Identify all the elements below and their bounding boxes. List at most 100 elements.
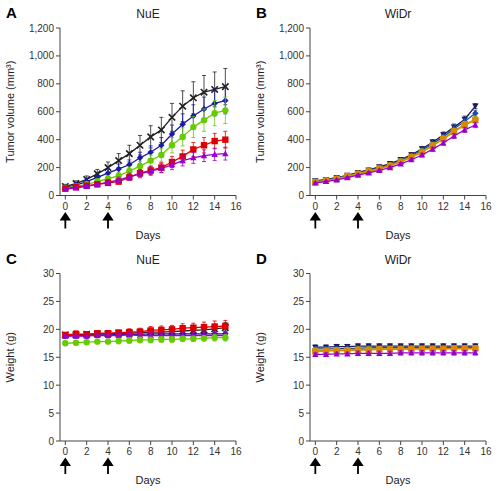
y-tick: [56, 139, 60, 140]
x-tick-label: 12: [438, 201, 450, 212]
x-tick-label: 6: [127, 446, 133, 457]
marker: [94, 332, 100, 338]
y-tick: [56, 329, 60, 330]
x-tick: [86, 196, 87, 200]
marker: [344, 351, 350, 357]
marker: [419, 152, 425, 158]
title: WiDr: [385, 253, 412, 267]
y-tick-label: 10: [293, 380, 305, 391]
marker: [169, 326, 175, 332]
x-tick: [443, 196, 444, 200]
x-axis-label: Days: [135, 229, 161, 241]
y-axis-label: Tumor volume (mm³): [4, 61, 16, 163]
marker: [169, 336, 175, 342]
y-tick: [306, 28, 310, 29]
series: [312, 110, 478, 185]
y-tick-label: 800: [287, 78, 304, 89]
marker: [461, 127, 467, 133]
marker: [115, 338, 121, 344]
marker: [169, 142, 175, 148]
marker: [126, 150, 132, 156]
series: [62, 147, 228, 192]
x-tick: [358, 441, 359, 445]
marker: [105, 332, 111, 338]
panel: CNuE0510152025300246810121416DaysWeight …: [4, 250, 242, 487]
marker: [355, 350, 361, 356]
marker: [179, 336, 185, 342]
marker: [312, 180, 318, 186]
marker: [126, 337, 132, 343]
marker: [179, 121, 185, 127]
marker: [147, 157, 153, 163]
y-tick-label: 20: [43, 324, 55, 335]
y-tick-label: 25: [43, 296, 55, 307]
series-line: [315, 120, 475, 182]
marker: [211, 138, 217, 144]
marker: [73, 333, 79, 339]
y-tick: [56, 441, 60, 442]
x-tick: [315, 441, 316, 445]
marker: [73, 185, 79, 191]
y-tick: [56, 413, 60, 414]
series: [312, 122, 478, 186]
title: NuE: [136, 253, 159, 267]
marker: [73, 183, 79, 189]
marker: [190, 336, 196, 342]
y-tick-label: 20: [293, 324, 305, 335]
y-tick: [56, 28, 60, 29]
y-tick-label: 0: [48, 436, 54, 447]
marker: [147, 134, 153, 140]
marker: [190, 324, 196, 330]
series-line: [65, 154, 225, 190]
panel: ANuE02004006008001,0001,2000246810121416…: [4, 4, 242, 241]
marker: [190, 155, 196, 161]
marker: [105, 338, 111, 344]
injection-arrow: [311, 459, 319, 474]
y-tick: [306, 413, 310, 414]
marker: [211, 151, 217, 157]
x-tick-label: 2: [84, 201, 90, 212]
y-tick-label: 0: [48, 190, 54, 201]
title: NuE: [136, 7, 159, 21]
marker: [387, 350, 393, 356]
x-tick-label: 4: [105, 201, 111, 212]
y-tick-label: 5: [298, 408, 304, 419]
marker: [115, 332, 121, 338]
x-tick: [172, 196, 173, 200]
x-tick: [65, 196, 66, 200]
x-tick-label: 2: [334, 446, 340, 457]
y-tick: [306, 83, 310, 84]
marker: [137, 142, 143, 148]
plot-area: [312, 344, 478, 357]
marker: [94, 181, 100, 187]
x-tick-label: 8: [398, 446, 404, 457]
y-tick-label: 10: [43, 380, 55, 391]
marker: [201, 117, 207, 123]
x-tick: [315, 196, 316, 200]
marker: [126, 173, 132, 179]
y-tick: [56, 301, 60, 302]
x-tick: [236, 441, 237, 445]
marker: [440, 140, 446, 146]
y-tick-label: 1,200: [29, 23, 54, 34]
plot-area: [312, 104, 478, 186]
y-tick-label: 15: [43, 352, 55, 363]
series: [312, 350, 478, 357]
x-tick: [358, 196, 359, 200]
marker: [158, 165, 164, 171]
marker: [169, 131, 175, 137]
marker: [312, 178, 318, 184]
marker: [158, 127, 164, 133]
marker: [211, 335, 217, 341]
marker: [419, 350, 425, 356]
x-tick: [214, 441, 215, 445]
x-tick-label: 4: [105, 446, 111, 457]
marker: [344, 174, 350, 180]
marker: [137, 155, 143, 161]
x-tick-label: 4: [355, 201, 361, 212]
y-tick: [306, 167, 310, 168]
marker: [158, 336, 164, 342]
y-tick: [306, 195, 310, 196]
x-tick: [172, 441, 173, 445]
x-tick-label: 14: [459, 201, 471, 212]
